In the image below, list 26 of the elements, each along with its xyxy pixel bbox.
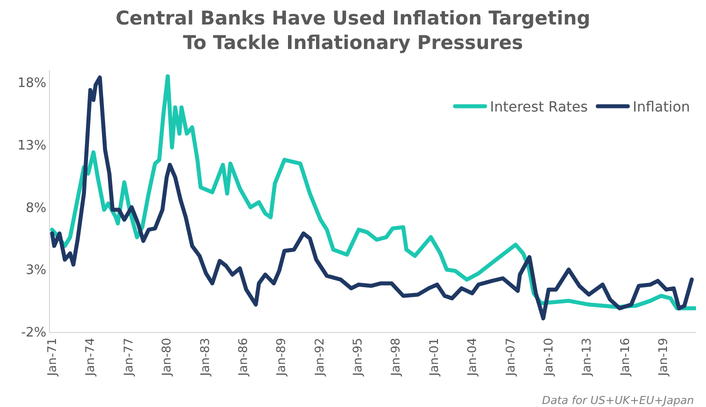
x-tick-label: Jan-01 bbox=[426, 338, 441, 377]
chart-title: Central Banks Have Used Inflation Targeting To Tackle Inflationary Pressures bbox=[116, 7, 590, 54]
y-tick-label: -2% bbox=[21, 326, 46, 341]
legend-label: Inflation bbox=[632, 100, 690, 116]
x-tick-label: Jan-16 bbox=[618, 338, 632, 377]
x-tick-label: Jan-98 bbox=[388, 338, 403, 377]
x-tick-label: Jan-71 bbox=[45, 338, 60, 377]
x-tick-label: Jan-10 bbox=[541, 338, 556, 377]
x-tick-label: Jan-74 bbox=[83, 338, 98, 377]
x-tick-label: Jan-83 bbox=[198, 338, 212, 377]
x-tick-label: Jan-92 bbox=[312, 338, 326, 377]
x-tick-label: Jan-13 bbox=[580, 338, 594, 377]
x-tick-label: Jan-07 bbox=[503, 338, 518, 377]
x-tick-label: Jan-86 bbox=[236, 338, 250, 377]
y-tick-label: 8% bbox=[26, 200, 46, 216]
x-tick-label: Jan-19 bbox=[656, 338, 670, 377]
x-tick-label: Jan-95 bbox=[350, 338, 365, 377]
x-tick-label: Jan-77 bbox=[121, 338, 136, 377]
legend-label: Interest Rates bbox=[490, 100, 588, 116]
x-tick-label: Jan-80 bbox=[160, 338, 174, 377]
y-tick-label: 18% bbox=[17, 76, 46, 92]
y-tick-label: 13% bbox=[17, 138, 46, 154]
y-tick-label: 3% bbox=[26, 263, 46, 278]
text: Data for US+UK+EU+Japan bbox=[542, 394, 694, 407]
x-tick-label: Jan-04 bbox=[465, 338, 480, 377]
x-tick-label: Jan-89 bbox=[274, 338, 288, 377]
